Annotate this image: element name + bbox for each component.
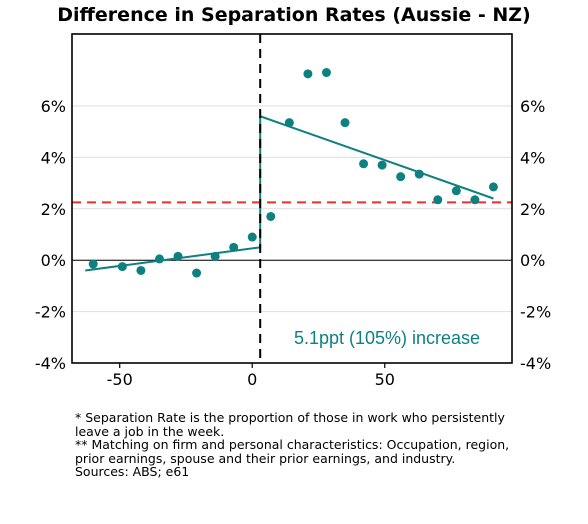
data-point [414,169,424,179]
data-point [488,182,498,192]
y-tick-label-right: -4% [520,354,551,373]
data-point [247,232,257,242]
annotation-increase: 5.1ppt (105%) increase [294,328,480,348]
y-tick-label-right: 6% [520,97,545,116]
data-point [470,195,480,205]
data-point [210,251,220,261]
data-point [321,68,331,78]
footnote-separation-rate: * Separation Rate is the proportion of t… [75,410,505,439]
y-tick-label-left: 2% [41,200,66,219]
x-tick-label: 50 [375,370,395,389]
chart-title: Difference in Separation Rates (Aussie -… [57,4,531,26]
data-point [377,160,387,170]
y-tick-label-right: 2% [520,200,545,219]
data-point [284,118,294,128]
y-tick-label-left: 0% [41,251,66,270]
data-point [229,242,239,252]
data-point [136,265,146,275]
data-point [266,211,276,221]
data-point [451,186,461,196]
footnotes: * Separation Rate is the proportion of t… [75,411,515,479]
data-point [117,262,127,272]
y-tick-label-right: 0% [520,251,545,270]
y-tick-label-right: 4% [520,148,545,167]
data-point [433,195,443,205]
y-tick-label-left: -2% [35,303,66,322]
y-tick-label-right: -2% [520,303,551,322]
data-point [396,172,406,182]
data-point [359,159,369,169]
data-point [340,118,350,128]
fit-line [85,246,261,272]
data-point [88,259,98,269]
data-point [303,69,313,79]
y-tick-label-left: 4% [41,148,66,167]
chart: Difference in Separation Rates (Aussie -… [35,4,551,389]
data-point [154,254,164,264]
x-tick-label: 0 [247,370,257,389]
plot-frame [71,33,513,364]
fit-line [259,115,494,200]
footnote-sources: Sources: ABS; e61 [75,464,190,480]
plot-area [72,34,512,364]
data-point [173,251,183,261]
x-tick-label: -50 [107,370,133,389]
data-point [192,268,202,278]
footnote-matching: ** Matching on firm and personal charact… [75,437,510,466]
y-tick-label-left: 6% [41,97,66,116]
y-tick-label-left: -4% [35,354,66,373]
